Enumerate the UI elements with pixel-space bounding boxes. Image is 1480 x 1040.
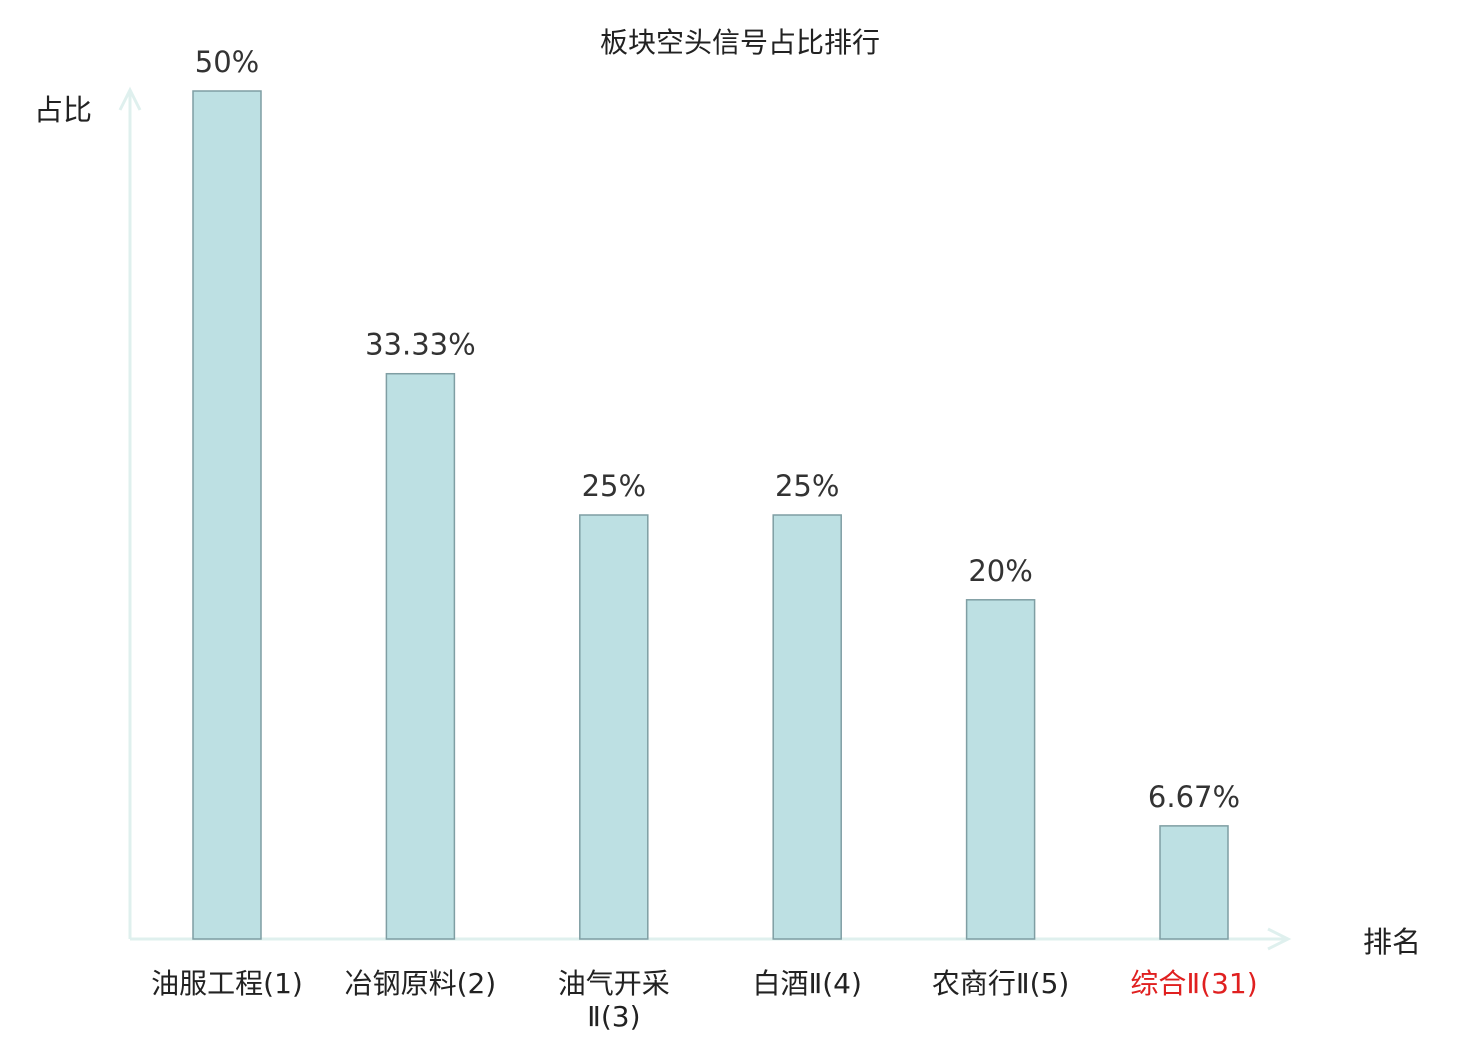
data-label: 33.33% <box>365 328 476 362</box>
data-label: 25% <box>582 469 646 503</box>
y-axis-label: 占比 <box>34 93 92 127</box>
bar <box>579 514 649 940</box>
bar <box>965 599 1036 940</box>
data-label: 20% <box>968 554 1032 588</box>
x-axis-label: 排名 <box>1363 925 1421 959</box>
x-tick-label: 冶钢原料(2) <box>345 967 497 1000</box>
x-tick-label: 油气开采 <box>558 967 670 1000</box>
bar <box>772 514 842 940</box>
bars <box>192 90 1229 940</box>
x-axis-arrow <box>1267 927 1292 951</box>
x-tick-label: 农商行Ⅱ(5) <box>932 967 1069 1000</box>
bar <box>1159 825 1229 940</box>
data-label: 25% <box>775 469 839 503</box>
value-labels: 50% 33.33% 25% 25% 20% 6.67% <box>195 45 1240 814</box>
x-tick-label: 油服工程(1) <box>151 967 303 1000</box>
y-axis-arrow <box>118 86 142 111</box>
bar <box>385 372 456 940</box>
x-tick-label: Ⅱ(3) <box>587 1000 640 1033</box>
chart-title: 板块空头信号占比排行 <box>600 26 880 59</box>
data-label: 6.67% <box>1148 780 1240 814</box>
x-tick-label: 白酒Ⅱ(4) <box>752 967 861 1000</box>
data-label: 50% <box>195 45 259 79</box>
bar <box>192 90 262 940</box>
axes <box>118 86 1292 951</box>
x-tick-label: 综合Ⅱ(31) <box>1130 967 1257 1000</box>
